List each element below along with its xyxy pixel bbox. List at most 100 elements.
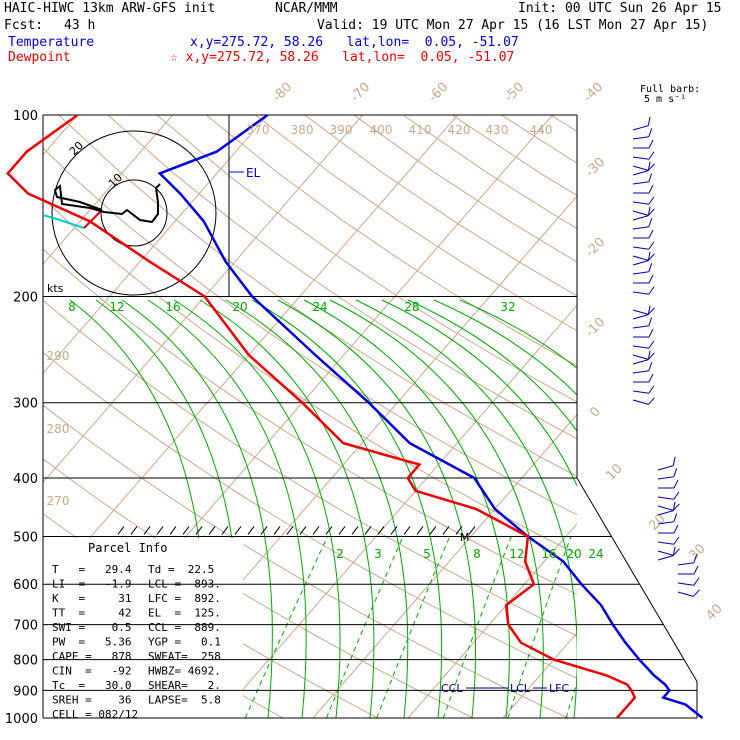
parcel-value-right: YGP = 0.1 — [148, 636, 221, 649]
wind-barb — [632, 128, 653, 140]
moist-adiabat — [121, 299, 273, 718]
dry-adiabat — [600, 115, 740, 731]
hodograph-trace-low — [42, 214, 85, 229]
barb-shaft — [632, 291, 649, 295]
parcel-info-box: Parcel Info T = 29.4 Td = 22.5 LI = -1.9 LCL… — [42, 535, 243, 721]
hatch-mark — [468, 526, 476, 535]
barb-flag — [648, 184, 654, 194]
barb-flag — [693, 554, 698, 563]
dry-adiabat — [58, 115, 577, 477]
barb-shaft — [632, 260, 649, 266]
barb-shaft — [632, 226, 649, 230]
barb-flag — [648, 340, 655, 349]
barb-flag — [647, 206, 651, 216]
isotherm-label: -50 — [502, 80, 528, 106]
barb-flag — [648, 317, 653, 326]
pressure-label: 900 — [13, 684, 38, 699]
parcel-value-left: Tc = 30.0 — [52, 679, 131, 692]
pressure-label: 400 — [13, 472, 38, 487]
barb-shaft — [632, 136, 649, 140]
wind-barb — [658, 479, 679, 489]
wind-barb — [633, 274, 654, 284]
theta-e-label: 24 — [312, 300, 327, 314]
moist-adiabat — [459, 299, 577, 369]
theta-label: 290 — [47, 349, 70, 363]
dry-adiabat — [550, 115, 577, 132]
hatch-mark — [273, 526, 281, 535]
barb-shaft — [632, 215, 649, 221]
dry-adiabat — [43, 147, 577, 516]
mixing-ratio-label: 2 — [336, 547, 344, 561]
barb-flag — [648, 362, 653, 371]
wind-barb — [657, 456, 676, 471]
wind-barb — [632, 161, 651, 176]
hatch-mark — [260, 526, 268, 535]
dry-adiabat — [107, 115, 577, 440]
barb-flag — [647, 116, 651, 126]
theta-e-label: 12 — [109, 300, 124, 314]
wind-barb — [658, 524, 679, 534]
barb-flag — [648, 208, 655, 216]
wind-barb — [657, 491, 680, 500]
theta-e-label: 20 — [232, 300, 247, 314]
wind-barb — [633, 184, 654, 194]
parcel-value-left: T = 29.4 — [52, 563, 132, 576]
hatch-mark — [377, 526, 385, 535]
wind-barb — [678, 565, 699, 575]
moist-adiabat — [355, 299, 577, 718]
theta-label: 410 — [409, 123, 432, 137]
dry-adiabat — [501, 115, 577, 164]
wind-barb — [632, 253, 655, 261]
wind-barb — [632, 173, 653, 185]
parcel-value-left: CELL = 082/12 — [52, 708, 138, 721]
barb-flag — [673, 468, 678, 477]
pressure-label: 500 — [13, 530, 38, 545]
barb-shaft — [657, 555, 674, 561]
hodograph-units: kts — [47, 282, 64, 295]
ccl-marker: CCL — [441, 682, 463, 695]
parcel-info-title: Parcel Info — [88, 541, 167, 555]
hatch-marks — [117, 526, 476, 535]
dewpoint-legend: Dewpoint — [8, 50, 71, 65]
wind-barb — [657, 501, 676, 516]
barb-shaft — [632, 359, 649, 365]
hatch-mark — [208, 526, 216, 535]
parcel-value-right: Td = 22.5 — [148, 563, 214, 576]
barb-shaft — [657, 521, 674, 525]
isotherm-label: -10 — [583, 315, 609, 341]
hatch-mark — [312, 526, 320, 535]
theta-label: 400 — [370, 123, 393, 137]
moist-adiabat — [225, 299, 409, 718]
wind-barb — [657, 548, 680, 556]
barb-shaft — [632, 370, 649, 374]
hatch-mark — [117, 526, 125, 535]
wind-barb — [632, 286, 655, 295]
hatch-mark — [325, 526, 333, 535]
parcel-value-right: EL = 125. — [148, 607, 221, 620]
isotherm-line — [43, 115, 173, 265]
hatch-mark — [351, 526, 359, 535]
isotherm-line — [43, 115, 268, 374]
parcel-value-right: HWBZ= 4692. — [148, 665, 221, 678]
isotherm-label: 40 — [703, 601, 725, 623]
hatch-mark — [234, 526, 242, 535]
parcel-value-right: SWEAT= 258 — [148, 650, 221, 663]
wind-barb — [632, 397, 655, 405]
barb-flag — [673, 536, 680, 545]
mixing-ratio-line — [244, 536, 328, 718]
hatch-mark — [442, 526, 450, 535]
barb-flag — [693, 565, 699, 575]
moist-adiabat — [277, 299, 477, 718]
wind-barbs — [632, 116, 700, 597]
moist-adiabat — [147, 299, 307, 718]
barb-shaft — [632, 170, 649, 176]
wind-barb — [633, 139, 654, 149]
parcel-value-right: LFC = 892. — [148, 592, 221, 605]
wind-barb — [632, 263, 653, 275]
isotherm-line — [598, 115, 740, 718]
moist-adiabat — [433, 299, 577, 396]
wind-barb — [632, 362, 653, 374]
wind-barb — [657, 513, 678, 525]
wind-barb — [632, 352, 655, 360]
